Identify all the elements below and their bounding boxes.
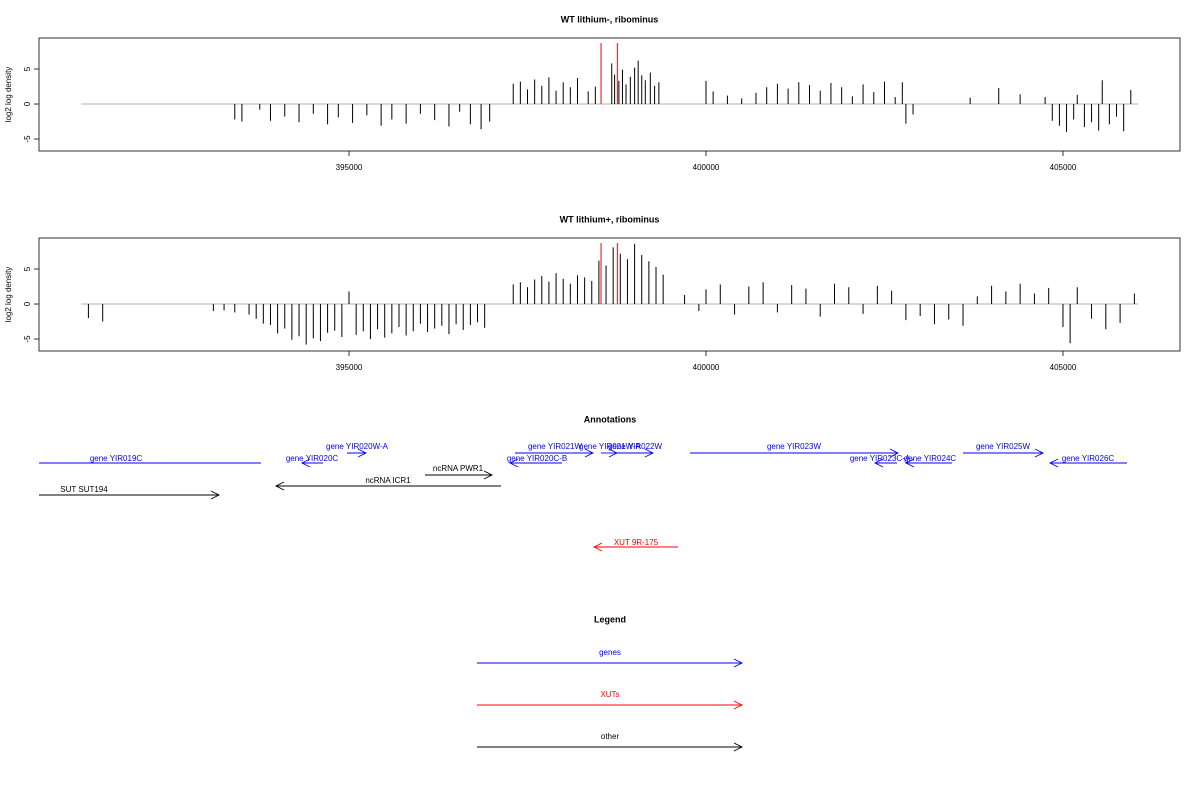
- legend-arrow-head: [733, 658, 744, 668]
- plot-frame: [38, 37, 1181, 152]
- legend-label: XUTs: [600, 690, 619, 699]
- legend-title: Legend: [594, 614, 626, 624]
- y-tick-label: 5: [23, 66, 32, 71]
- feature-label: gene YIR022W: [608, 442, 663, 451]
- feature-arrow-head: [889, 448, 900, 458]
- x-tick-label: 405000: [1050, 363, 1077, 372]
- feature-label: gene YIR024C: [904, 454, 957, 463]
- x-tick-label: 400000: [693, 163, 720, 172]
- y-tick-label: 0: [23, 101, 32, 106]
- feature-arrow-head: [592, 542, 603, 552]
- feature-label: XUT 9R-175: [614, 538, 659, 547]
- feature-label: SUT SUT194: [60, 485, 108, 494]
- x-tick-label: 400000: [693, 363, 720, 372]
- x-tick-label: 405000: [1050, 163, 1077, 172]
- chart-title: WT lithium+, ribominus: [560, 214, 660, 224]
- feature-arrow-head: [483, 470, 494, 480]
- feature-label: gene YIR023C-A: [850, 454, 911, 463]
- feature-label: gene YIR023W: [767, 442, 822, 451]
- legend-label: genes: [599, 648, 621, 657]
- feature-label: gene YIR020W-A: [326, 442, 389, 451]
- y-axis-label: log2 log density: [4, 67, 13, 123]
- feature-label: gene YIR020C: [286, 454, 339, 463]
- plot-frame: [38, 237, 1181, 352]
- feature-label: gene YIR019C: [90, 454, 143, 463]
- feature-label: gene YIR021W: [528, 442, 583, 451]
- legend-label: other: [601, 732, 620, 741]
- feature-arrow-head: [274, 481, 285, 491]
- feature-arrow-head: [644, 448, 655, 458]
- feature-label: gene YIR021W-A: [579, 442, 642, 451]
- y-tick-label: -5: [23, 335, 32, 343]
- feature-arrow-head: [300, 458, 311, 468]
- y-axis-label: log2 log density: [4, 267, 13, 323]
- y-tick-label: 0: [23, 301, 32, 306]
- x-tick-label: 395000: [336, 163, 363, 172]
- feature-arrow-head: [210, 490, 221, 500]
- x-tick-label: 395000: [336, 363, 363, 372]
- feature-arrow-head: [1034, 448, 1045, 458]
- feature-arrow-head: [1048, 458, 1059, 468]
- feature-label: gene YIR026C: [1062, 454, 1115, 463]
- feature-label: gene YIR025W: [976, 442, 1031, 451]
- feature-label: ncRNA ICR1: [365, 476, 411, 485]
- y-tick-label: -5: [23, 135, 32, 143]
- feature-arrow-head: [904, 458, 915, 468]
- y-tick-label: 5: [23, 266, 32, 271]
- feature-arrow-head: [584, 448, 595, 458]
- annotations-title: Annotations: [584, 414, 637, 424]
- feature-arrow-head: [508, 458, 519, 468]
- legend-arrow-head: [733, 742, 744, 752]
- feature-arrow-head: [357, 448, 368, 458]
- feature-arrow-head: [873, 458, 884, 468]
- feature-label: gene YIR020C-B: [507, 454, 567, 463]
- legend-arrow-head: [733, 700, 744, 710]
- chart-title: WT lithium-, ribominus: [561, 14, 659, 24]
- feature-label: ncRNA PWR1: [433, 464, 484, 473]
